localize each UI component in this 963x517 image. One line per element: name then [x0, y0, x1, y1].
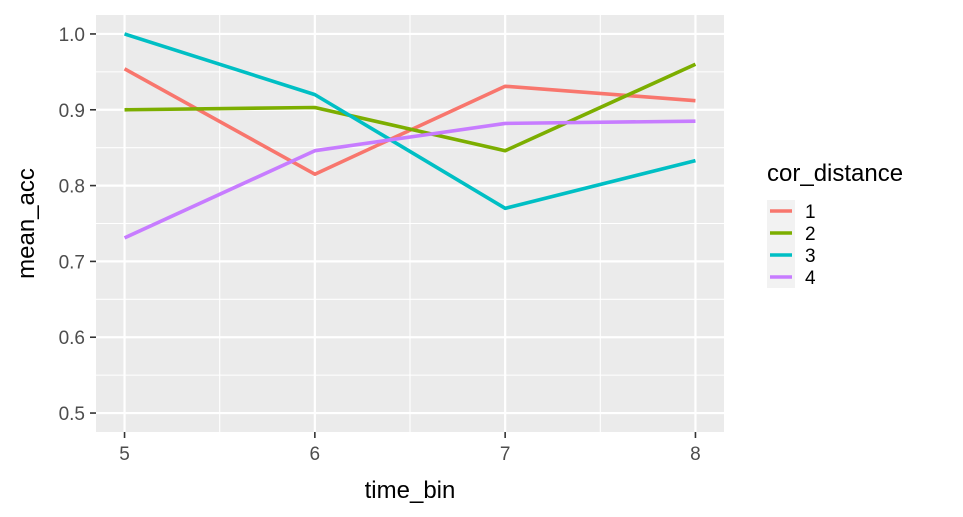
- major-gridlines: [96, 15, 724, 432]
- x-tick-label: 7: [500, 444, 511, 465]
- series-lines: [123, 32, 697, 240]
- legend-label-4: 4: [805, 268, 816, 289]
- x-tick-label: 6: [310, 444, 321, 465]
- legend-item-2: 2: [767, 222, 816, 245]
- legend-label-2: 2: [805, 224, 816, 245]
- y-axis-title: mean_acc: [13, 168, 40, 279]
- series-line-3: [124, 32, 696, 211]
- x-axis-title: time_bin: [365, 477, 456, 504]
- legend-item-3: 3: [767, 244, 816, 267]
- x-axis: 5 6 7 8: [119, 432, 701, 465]
- x-tick-label: 8: [690, 444, 701, 465]
- y-tick-label: 0.5: [59, 404, 85, 425]
- series-line-4: [123, 119, 696, 240]
- x-tick-label: 5: [119, 444, 130, 465]
- y-tick-label: 0.9: [59, 101, 85, 122]
- legend-title: cor_distance: [767, 160, 903, 187]
- legend-item-4: 4: [767, 266, 816, 289]
- y-tick-label: 0.8: [59, 177, 85, 198]
- y-tick-label: 0.6: [59, 328, 85, 349]
- legend-label-3: 3: [805, 246, 816, 267]
- y-tick-label: 1.0: [59, 25, 85, 46]
- series-line-2: [124, 62, 697, 153]
- y-axis: 0.5 0.6 0.7 0.8 0.9 1.0: [59, 25, 96, 425]
- legend-label-1: 1: [805, 202, 816, 223]
- legend-item-1: 1: [767, 200, 816, 223]
- y-tick-label: 0.7: [59, 252, 85, 273]
- minor-gridlines: [96, 15, 724, 432]
